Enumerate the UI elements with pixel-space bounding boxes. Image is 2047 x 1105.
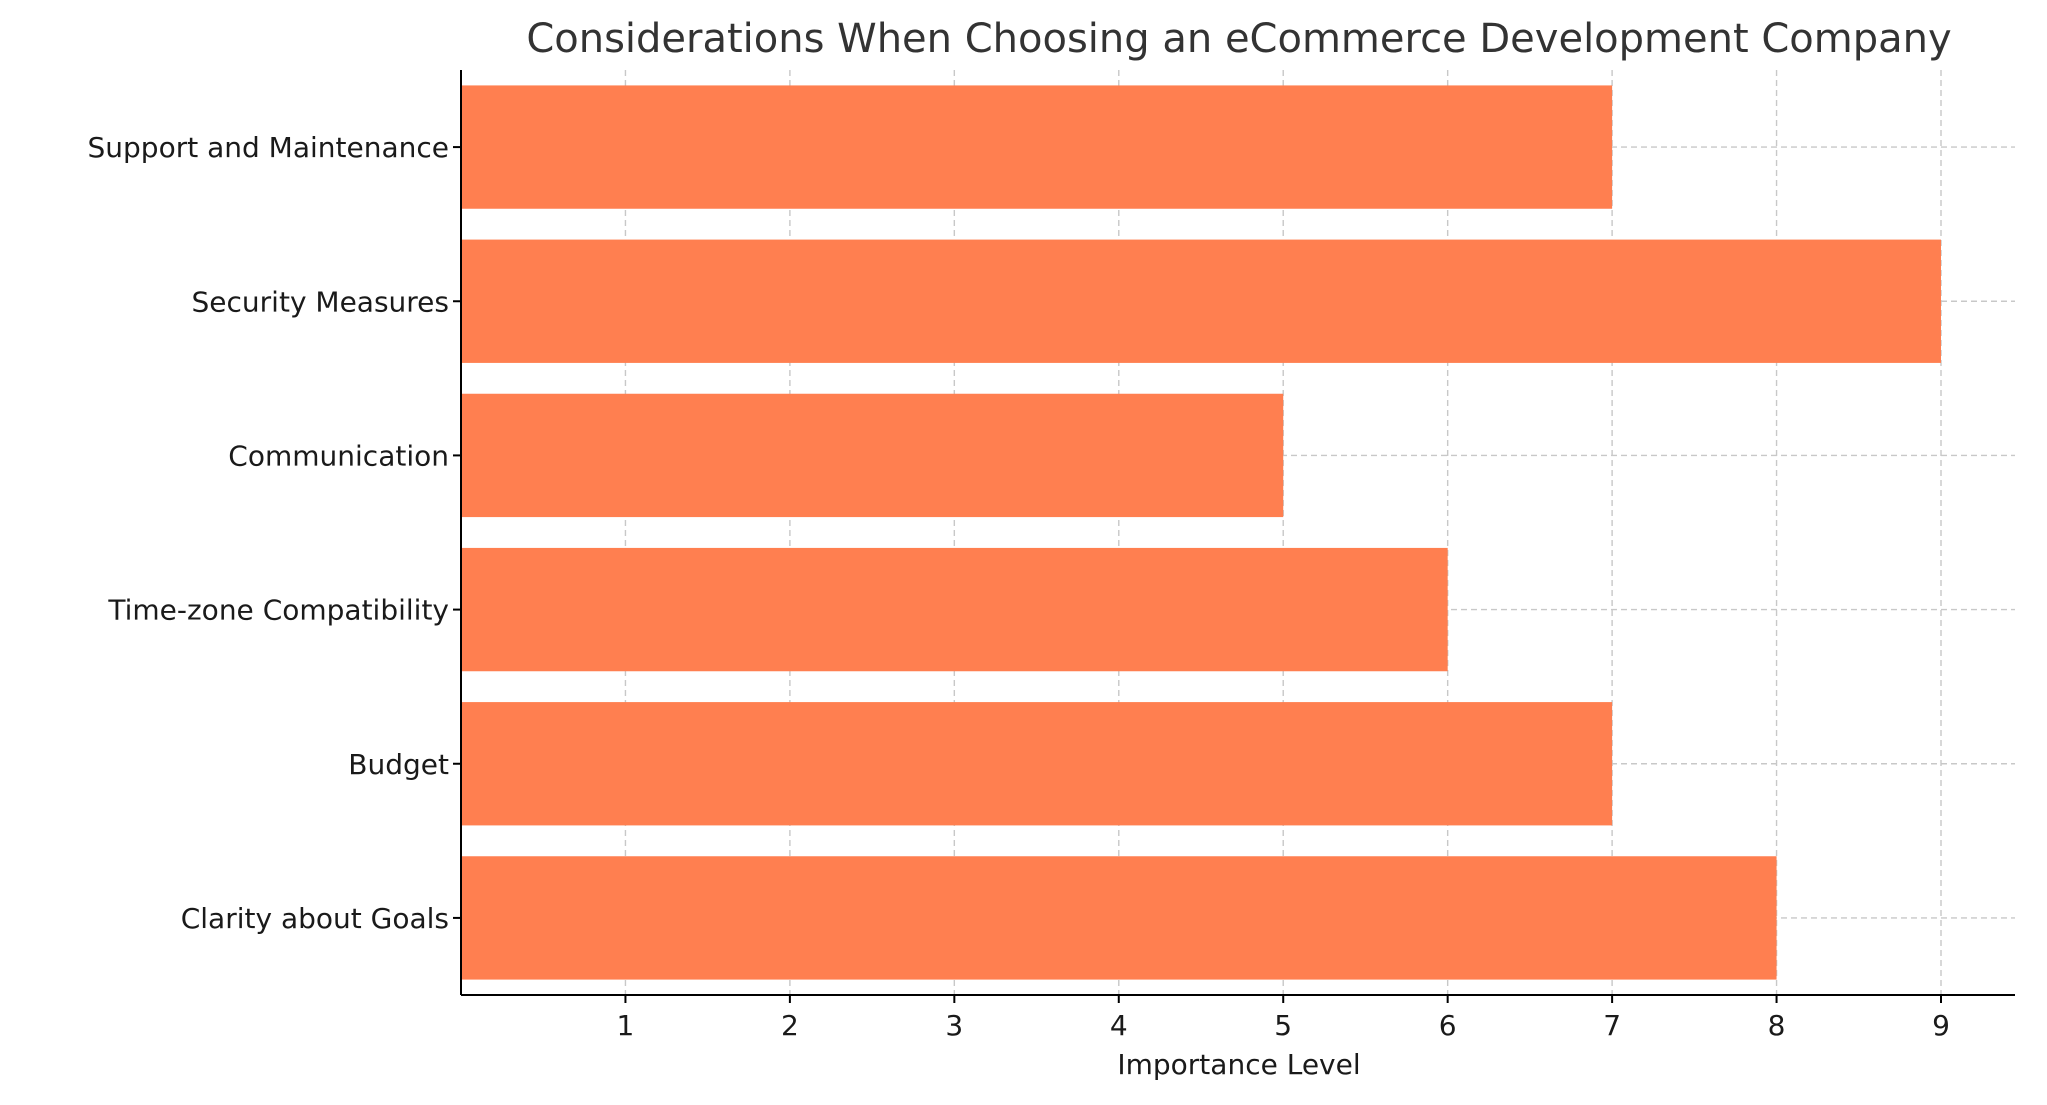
bar: [461, 85, 1613, 209]
x-tick-label: 8: [1768, 1009, 1786, 1042]
x-tick-label: 3: [945, 1009, 963, 1042]
x-tick-label: 2: [781, 1009, 799, 1042]
x-tick-label: 6: [1439, 1009, 1457, 1042]
x-tick-label: 1: [617, 1009, 635, 1042]
chart-title: Considerations When Choosing an eCommerc…: [526, 16, 1951, 62]
y-tick-label: Time-zone Compatibility: [107, 594, 449, 627]
x-tick-label: 5: [1274, 1009, 1292, 1042]
y-tick-label: Communication: [228, 439, 449, 472]
y-tick-label: Security Measures: [192, 285, 449, 318]
y-tick-label: Budget: [348, 748, 449, 781]
x-tick-label: 9: [1932, 1009, 1950, 1042]
x-axis-ticks: 1 2 3 4 5 6 7 8 9: [617, 995, 1950, 1042]
axes: [460, 70, 2015, 996]
bar: [461, 239, 1941, 363]
y-axis-ticks: Clarity about Goals Budget Time-zone Compa…: [88, 131, 461, 935]
x-tick-label: 7: [1603, 1009, 1621, 1042]
y-tick-label: Support and Maintenance: [88, 131, 449, 164]
bar: [461, 393, 1284, 518]
x-tick-label: 4: [1110, 1009, 1128, 1042]
x-axis-label: Importance Level: [1117, 1048, 1360, 1081]
bar: [461, 856, 1777, 980]
bar: [461, 547, 1448, 672]
bars: [461, 85, 1941, 980]
y-tick-label: Clarity about Goals: [181, 902, 449, 935]
bar: [461, 702, 1613, 826]
